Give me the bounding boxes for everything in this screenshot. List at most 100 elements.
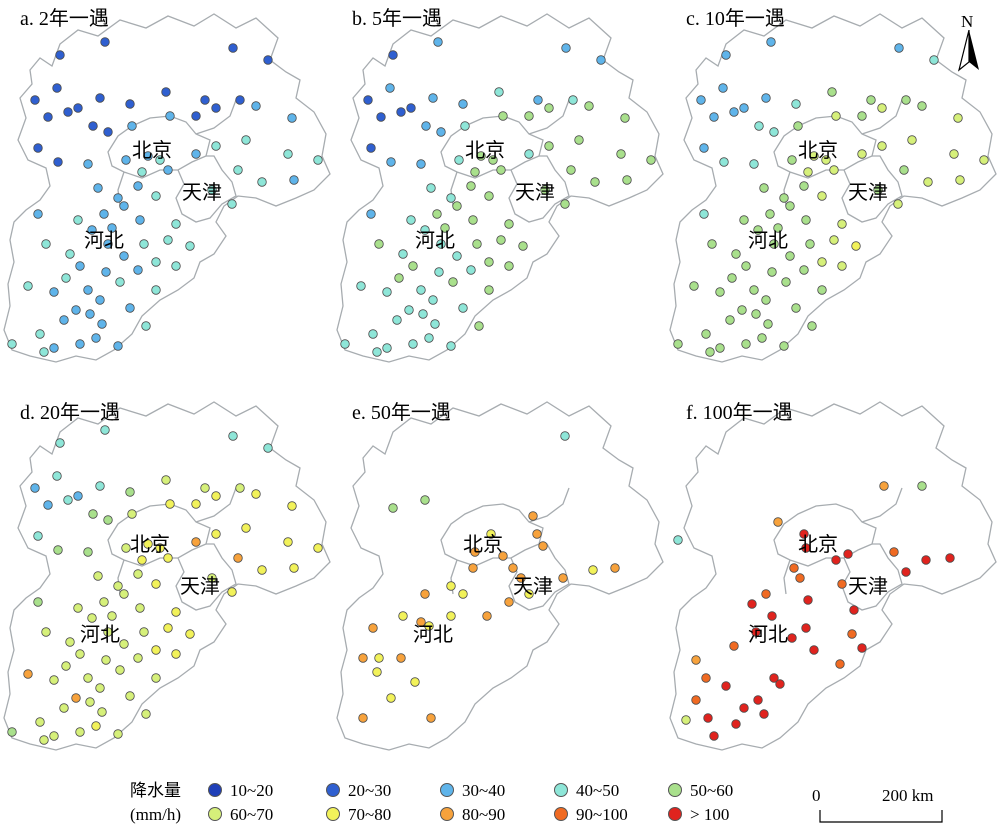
station-marker xyxy=(476,151,486,161)
station-marker xyxy=(52,83,62,93)
station-marker xyxy=(831,111,841,121)
station-marker xyxy=(424,621,434,631)
beijing-label: 北京 xyxy=(798,140,838,162)
station-marker xyxy=(979,155,989,165)
station-marker xyxy=(263,443,273,453)
station-marker xyxy=(287,113,297,123)
station-marker xyxy=(97,707,107,717)
station-marker xyxy=(470,547,480,557)
station-marker xyxy=(787,155,797,165)
station-marker xyxy=(484,285,494,295)
station-marker xyxy=(151,257,161,267)
station-marker xyxy=(458,99,468,109)
legend-item: 20~30 xyxy=(326,780,391,802)
station-marker xyxy=(73,215,83,225)
station-marker xyxy=(287,501,297,511)
station-marker xyxy=(23,281,33,291)
station-marker xyxy=(767,267,777,277)
station-marker xyxy=(241,135,251,145)
map-panels xyxy=(3,13,997,751)
station-marker xyxy=(673,339,683,349)
station-marker xyxy=(518,241,528,251)
legend-swatch xyxy=(208,783,222,797)
legend-label: 70~80 xyxy=(348,805,392,824)
station-marker xyxy=(23,669,33,679)
station-marker xyxy=(340,339,350,349)
station-marker xyxy=(705,347,715,357)
station-marker xyxy=(759,709,769,719)
station-marker xyxy=(809,151,819,161)
station-marker xyxy=(446,341,456,351)
station-marker xyxy=(446,611,456,621)
station-marker xyxy=(95,481,105,491)
station-marker xyxy=(460,121,470,131)
station-marker xyxy=(851,241,861,251)
beijing-label: 北京 xyxy=(465,140,505,162)
station-marker xyxy=(374,653,384,663)
panel-title: d. 20年一遇 xyxy=(20,402,120,424)
station-marker xyxy=(801,215,811,225)
station-marker xyxy=(7,727,17,737)
station-marker xyxy=(741,339,751,349)
station-marker xyxy=(901,567,911,577)
hebei-label: 河北 xyxy=(748,624,788,646)
station-marker xyxy=(646,155,656,165)
station-marker xyxy=(779,193,789,203)
station-marker xyxy=(49,675,59,685)
legend-label: 80~90 xyxy=(462,805,506,824)
station-marker xyxy=(382,287,392,297)
station-marker xyxy=(171,607,181,617)
station-marker xyxy=(95,683,105,693)
station-marker xyxy=(100,37,110,47)
station-marker xyxy=(498,111,508,121)
station-marker xyxy=(498,551,508,561)
station-marker xyxy=(75,727,85,737)
station-marker xyxy=(789,563,799,573)
station-marker xyxy=(191,149,201,159)
legend-swatch xyxy=(554,807,568,821)
station-marker xyxy=(55,50,65,60)
station-marker xyxy=(763,319,773,329)
station-marker xyxy=(753,225,763,235)
legend-label: 10~20 xyxy=(230,781,274,800)
station-marker xyxy=(228,43,238,53)
station-marker xyxy=(133,569,143,579)
legend-title: 降水量 xyxy=(130,781,181,800)
station-marker xyxy=(418,309,428,319)
station-marker xyxy=(313,543,323,553)
station-marker xyxy=(761,295,771,305)
station-marker xyxy=(141,709,151,719)
station-marker xyxy=(207,185,217,195)
station-marker xyxy=(488,155,498,165)
station-marker xyxy=(283,149,293,159)
station-marker xyxy=(386,693,396,703)
station-marker xyxy=(718,83,728,93)
station-marker xyxy=(289,175,299,185)
station-marker xyxy=(799,265,809,275)
station-marker xyxy=(458,589,468,599)
station-marker xyxy=(917,481,927,491)
station-marker xyxy=(119,251,129,261)
hebei-label: 河北 xyxy=(415,230,455,252)
station-marker xyxy=(171,649,181,659)
station-marker xyxy=(7,339,17,349)
station-marker xyxy=(817,285,827,295)
legend-label: 20~30 xyxy=(348,781,392,800)
station-marker xyxy=(893,199,903,209)
station-marker xyxy=(701,329,711,339)
station-marker xyxy=(433,37,443,47)
station-marker xyxy=(787,633,797,643)
station-marker xyxy=(421,121,431,131)
station-marker xyxy=(151,285,161,295)
station-marker xyxy=(313,155,323,165)
station-marker xyxy=(404,305,414,315)
station-marker xyxy=(75,261,85,271)
station-marker xyxy=(107,223,117,233)
station-marker xyxy=(590,177,600,187)
station-marker xyxy=(121,155,131,165)
station-marker xyxy=(133,181,143,191)
station-marker xyxy=(879,481,889,491)
station-marker xyxy=(727,273,737,283)
station-marker xyxy=(358,653,368,663)
station-marker xyxy=(821,155,831,165)
